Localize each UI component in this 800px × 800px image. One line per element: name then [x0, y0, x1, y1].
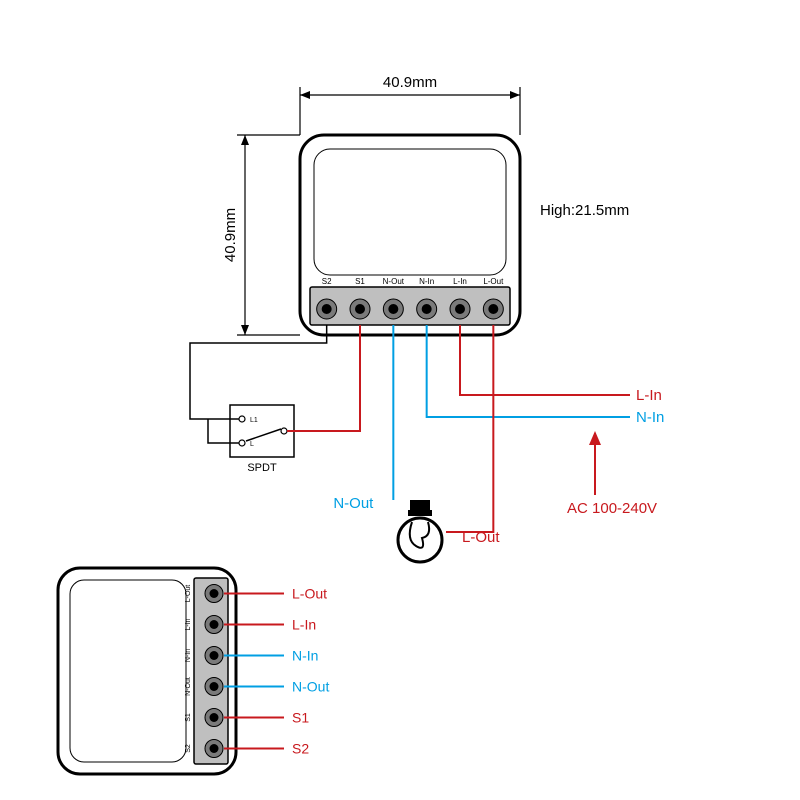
- svg-text:N-In: N-In: [636, 409, 664, 426]
- svg-text:L-Out: L-Out: [185, 585, 192, 603]
- svg-text:S1: S1: [185, 713, 192, 722]
- svg-text:N-Out: N-Out: [383, 277, 405, 286]
- svg-text:N-In: N-In: [419, 277, 434, 286]
- svg-text:S2: S2: [292, 741, 309, 757]
- svg-text:L-In: L-In: [636, 387, 662, 404]
- svg-text:L1: L1: [250, 417, 258, 424]
- svg-text:40.9mm: 40.9mm: [383, 74, 437, 91]
- svg-text:S2: S2: [185, 744, 192, 753]
- svg-text:AC 100-240V: AC 100-240V: [567, 500, 657, 517]
- svg-text:L-In: L-In: [292, 617, 316, 633]
- svg-text:SPDT: SPDT: [247, 462, 277, 474]
- svg-text:S2: S2: [322, 277, 332, 286]
- svg-text:N-Out: N-Out: [185, 677, 192, 696]
- svg-text:L-In: L-In: [185, 618, 192, 630]
- svg-text:L: L: [250, 441, 254, 448]
- svg-text:N-In: N-In: [185, 649, 192, 662]
- svg-text:High:21.5mm: High:21.5mm: [540, 202, 629, 219]
- svg-text:L-Out: L-Out: [462, 529, 500, 546]
- svg-text:N-Out: N-Out: [333, 495, 374, 512]
- svg-text:S1: S1: [292, 710, 309, 726]
- svg-text:N-In: N-In: [292, 648, 318, 664]
- svg-text:40.9mm: 40.9mm: [222, 208, 239, 262]
- svg-text:L-In: L-In: [453, 277, 467, 286]
- svg-text:L-Out: L-Out: [483, 277, 504, 286]
- svg-text:L-Out: L-Out: [292, 586, 327, 602]
- svg-text:S1: S1: [355, 277, 365, 286]
- svg-text:N-Out: N-Out: [292, 679, 329, 695]
